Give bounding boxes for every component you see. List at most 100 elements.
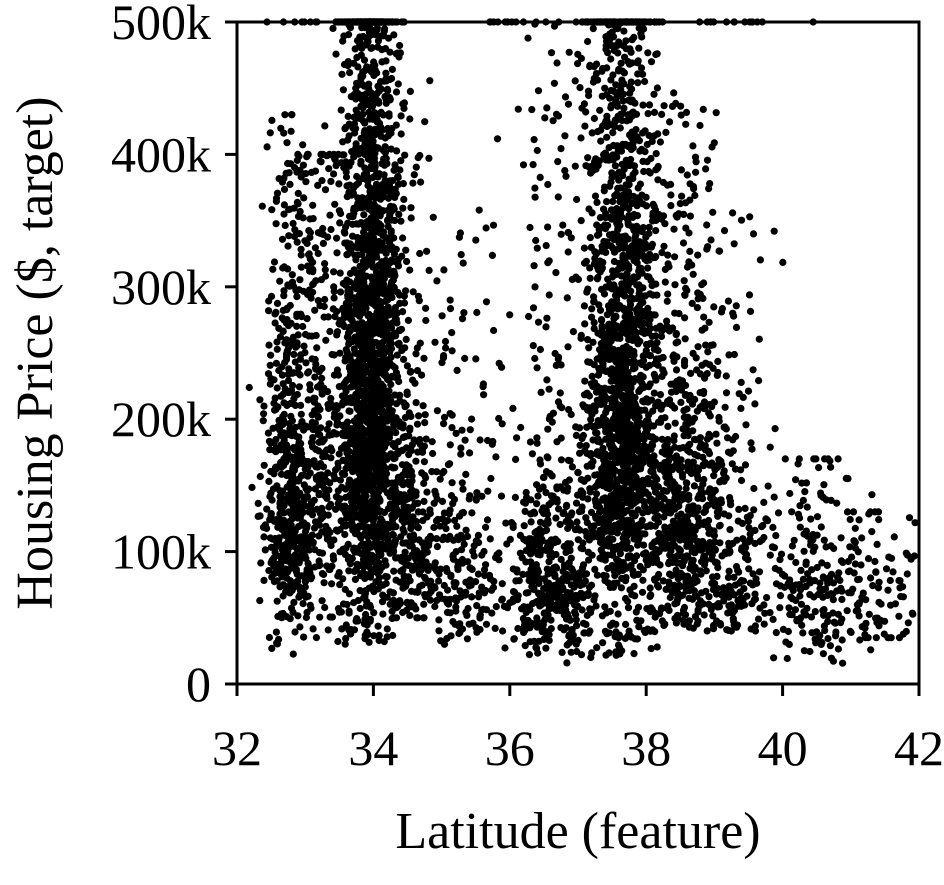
data-point-3814 [546,412,554,420]
data-point-571 [296,591,304,599]
data-point-3631 [521,507,529,515]
data-point-2695 [345,301,353,309]
data-point-2989 [371,501,379,509]
data-point-2938 [394,450,402,458]
data-point-2826 [392,576,400,584]
data-point-3831 [567,648,575,656]
data-point-1722 [390,31,398,39]
data-point-3811 [500,602,508,611]
data-point-603 [330,287,338,295]
data-point-2340 [357,342,365,350]
data-point-3699 [530,136,538,144]
data-point-2957 [415,297,423,305]
data-point-3167 [472,236,480,244]
data-point-3569 [534,550,542,558]
data-point-2507 [371,163,379,171]
data-point-594 [321,603,329,612]
data-point-3099 [400,518,408,527]
data-point-2202 [358,44,366,52]
data-point-3033 [424,535,432,543]
data-point-2620 [356,33,364,41]
data-point-3313 [396,600,404,608]
data-point-3287 [492,603,500,611]
data-point-414 [271,394,279,402]
data-point-3568 [556,520,564,529]
data-point-349 [260,533,268,541]
data-point-218 [265,297,273,305]
data-point-2886 [412,399,420,407]
data-point-3653 [576,84,584,92]
data-point-369 [301,583,309,591]
data-point-2545 [359,523,367,531]
data-point-2530 [387,320,396,328]
data-point-348 [301,527,310,536]
data-point-692 [312,365,320,373]
data-point-2543 [380,171,388,179]
data-point-65 [280,201,288,209]
data-point-4297 [641,77,649,86]
data-point-3854 [572,591,580,600]
data-point-3145 [468,593,476,601]
data-point-525 [320,579,328,587]
data-point-3365 [517,423,525,432]
data-point-3186 [488,609,496,617]
data-point-41 [280,185,289,193]
data-point-383 [266,492,274,501]
data-point-2850 [406,266,414,274]
data-point-820 [286,428,294,436]
data-point-1136 [337,106,345,114]
data-point-2498 [381,93,389,101]
data-point-449 [299,141,307,149]
data-point-2714 [353,220,361,228]
data-point-679 [282,583,290,591]
data-point-3745 [573,518,581,526]
data-point-2805 [406,611,414,620]
data-point-1565 [351,530,359,538]
data-point-384 [297,251,305,259]
data-point-2701 [370,201,378,209]
data-point-4604 [574,50,582,58]
data-point-2305 [361,516,369,524]
data-point-450 [289,444,298,452]
data-point-2679 [374,144,382,152]
data-point-2060 [387,145,395,153]
data-point-516 [297,533,305,541]
data-point-2898 [380,408,388,416]
data-point-3898 [584,495,592,503]
data-point-793 [326,399,334,407]
data-point-83 [265,477,273,485]
data-point-780 [287,319,295,327]
data-point-3367 [543,376,551,384]
data-point-3869 [554,112,563,120]
data-point-334 [276,277,284,285]
data-point-3609 [513,434,521,442]
data-point-370 [265,307,273,315]
data-point-2648 [377,507,385,515]
data-point-4722 [620,27,628,35]
data-point-2270 [383,85,392,93]
data-point-4936 [584,336,592,344]
data-point-3848 [545,636,553,645]
data-point-3457 [556,389,564,397]
data-point-3859 [553,498,561,506]
data-point-3112 [462,526,470,534]
data-point-1937 [351,575,359,584]
data-point-3037 [384,535,392,543]
data-point-2467 [392,88,401,96]
data-point-97 [245,383,253,392]
data-point-717 [311,373,319,381]
data-point-4230 [619,97,627,105]
data-point-3837 [553,483,561,491]
data-point-2457 [376,297,384,305]
data-point-660 [311,244,319,252]
data-point-2954 [416,436,424,444]
data-point-323 [300,481,308,489]
data-point-2674 [372,285,380,293]
data-point-355 [264,429,272,437]
data-point-3246 [454,558,462,566]
data-point-3129 [491,624,499,633]
data-point-3612 [566,616,574,624]
data-point-582 [285,232,293,240]
data-point-363 [300,548,308,556]
data-point-3915 [640,167,648,176]
